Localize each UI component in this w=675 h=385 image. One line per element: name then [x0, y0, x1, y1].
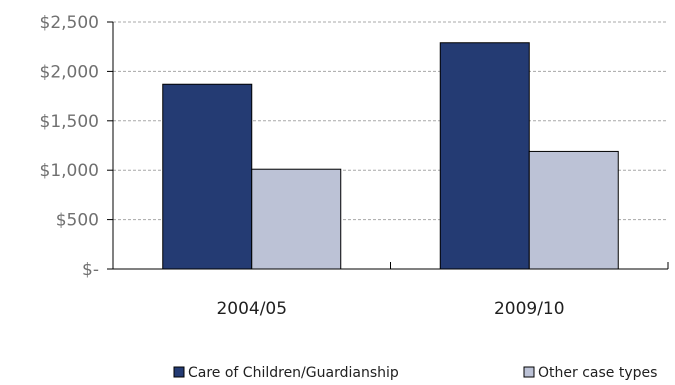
legend-swatch [173, 366, 185, 378]
bar-care-of-children-1 [439, 42, 530, 270]
bar-other-case-types-0 [251, 168, 342, 270]
legend-label: Care of Children/Guardianship [188, 365, 399, 381]
y-tick-label: $2,500 [40, 13, 99, 33]
legend-label: Other case types [538, 365, 657, 381]
bars [162, 42, 619, 270]
axes [112, 22, 669, 270]
bar-other-case-types-1 [528, 150, 619, 270]
x-category-label: 2004/05 [216, 299, 287, 319]
x-axis-labels: 2004/05 2009/10 [216, 299, 564, 319]
y-axis-ticks: $- $500 $1,000 $1,500 $2,000 $2,500 [40, 13, 113, 280]
y-tick-label: $500 [56, 211, 99, 231]
bar-care-of-children-0 [162, 83, 253, 270]
legend: Care of Children/Guardianship Other case … [173, 365, 657, 381]
y-tick-label: $2,000 [40, 62, 99, 82]
y-tick-label: $- [82, 260, 99, 280]
y-tick-label: $1,500 [40, 112, 99, 132]
legend-swatch [523, 366, 535, 378]
x-category-label: 2009/10 [494, 299, 565, 319]
y-tick-label: $1,000 [40, 161, 99, 181]
